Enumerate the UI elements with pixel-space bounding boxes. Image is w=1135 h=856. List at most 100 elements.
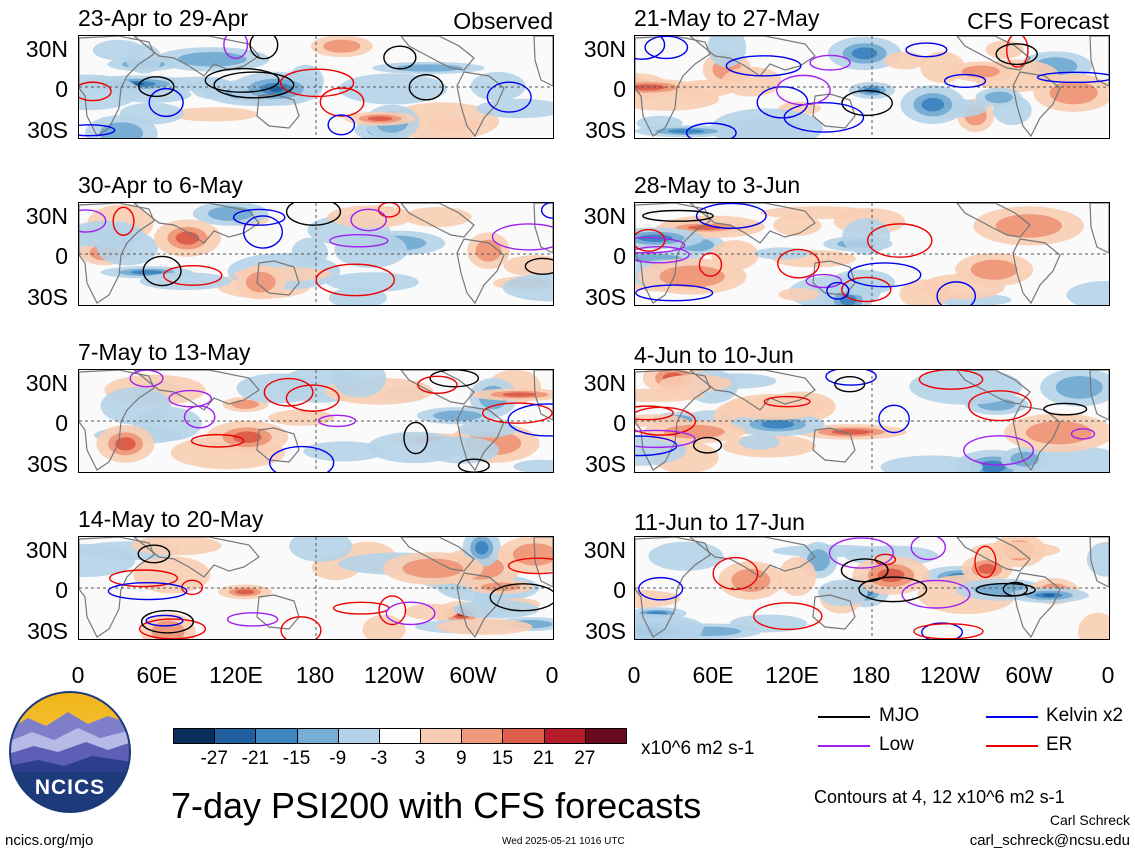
ncics-logo: NCICS bbox=[8, 690, 132, 814]
colorbar-swatch bbox=[296, 728, 339, 744]
panel-svg bbox=[635, 537, 1109, 639]
lat-label: 30S bbox=[27, 451, 68, 477]
colorbar-tick-label: 3 bbox=[414, 748, 426, 769]
lat-label: 30S bbox=[585, 284, 626, 310]
lat-label: 30N bbox=[583, 537, 626, 563]
colorbar-swatch bbox=[173, 728, 216, 744]
colorbar-tick-label: 27 bbox=[574, 748, 596, 769]
lon-label: 0 bbox=[71, 662, 85, 688]
lon-label: 60W bbox=[1005, 662, 1053, 688]
panel-title-left-0: 23-Apr to 29-Apr bbox=[78, 5, 249, 31]
colorbar-swatch bbox=[461, 728, 504, 744]
panel-corner-observed: Observed bbox=[453, 8, 553, 34]
lon-label: 120W bbox=[363, 662, 425, 688]
lat-label: 30N bbox=[583, 36, 626, 62]
footer-email: carl_schreck@ncsu.edu bbox=[969, 832, 1130, 849]
lon-label: 0 bbox=[627, 662, 641, 688]
legend-line-low bbox=[818, 745, 870, 747]
lat-label: 0 bbox=[55, 410, 68, 436]
panel-svg bbox=[79, 537, 553, 639]
lat-label: 0 bbox=[613, 76, 626, 102]
lat-label: 30N bbox=[583, 370, 626, 396]
lat-label: 0 bbox=[613, 410, 626, 436]
panel-title-right-2: 4-Jun to 10-Jun bbox=[634, 342, 794, 368]
map-panel-left-2 bbox=[78, 369, 554, 473]
map-panel-right-1 bbox=[634, 202, 1110, 306]
lat-label: 30N bbox=[25, 370, 68, 396]
lat-label: 30S bbox=[27, 618, 68, 644]
colorbar-swatch bbox=[420, 728, 463, 744]
map-panel-left-1 bbox=[78, 202, 554, 306]
lon-label: 60W bbox=[449, 662, 497, 688]
lat-label: 0 bbox=[613, 577, 626, 603]
panel-svg bbox=[79, 370, 553, 472]
colorbar-tick-label: 15 bbox=[491, 748, 514, 769]
lat-label: 0 bbox=[55, 76, 68, 102]
colorbar-swatch bbox=[337, 728, 380, 744]
lat-label: 30S bbox=[585, 451, 626, 477]
colorbar-tick-label: 21 bbox=[533, 748, 555, 769]
panel-svg bbox=[635, 36, 1109, 138]
lat-label: 0 bbox=[55, 577, 68, 603]
lat-label: 0 bbox=[613, 243, 626, 269]
footer-author: Carl Schreck bbox=[1049, 812, 1130, 828]
lat-label: 30S bbox=[27, 284, 68, 310]
legend-line-kelvin bbox=[986, 716, 1038, 718]
panel-svg bbox=[635, 203, 1109, 305]
colorbar-tick-label: -9 bbox=[329, 748, 347, 769]
colorbar-swatch bbox=[214, 728, 257, 744]
panel-svg bbox=[79, 203, 553, 305]
lon-label: 120W bbox=[919, 662, 981, 688]
main-title: 7-day PSI200 with CFS forecasts bbox=[171, 785, 702, 826]
lon-label: 120E bbox=[209, 662, 263, 688]
map-panel-right-2 bbox=[634, 369, 1110, 473]
colorbar bbox=[173, 728, 627, 744]
lon-label: 180 bbox=[851, 662, 891, 688]
panel-title-left-2: 7-May to 13-May bbox=[78, 339, 251, 365]
logo-text: NCICS bbox=[34, 776, 106, 799]
map-panel-left-3 bbox=[78, 536, 554, 640]
lon-label: 120E bbox=[765, 662, 819, 688]
lat-label: 30N bbox=[583, 203, 626, 229]
panel-title-right-1: 28-May to 3-Jun bbox=[634, 172, 801, 198]
colorbar-tick-label: 9 bbox=[455, 748, 467, 769]
lon-label: 60E bbox=[692, 662, 734, 688]
panel-title-right-3: 11-Jun to 17-Jun bbox=[634, 509, 805, 535]
map-panel-right-0 bbox=[634, 35, 1110, 139]
colorbar-unit: x10^6 m2 s-1 bbox=[641, 738, 755, 759]
colorbar-tick-label: -27 bbox=[200, 748, 228, 769]
map-panel-right-3 bbox=[634, 536, 1110, 640]
legend-label-mjo: MJO bbox=[879, 705, 920, 726]
lat-label: 30S bbox=[585, 117, 626, 143]
panel-title-left-3: 14-May to 20-May bbox=[78, 506, 264, 532]
legend-line-er bbox=[986, 745, 1038, 747]
legend-line-mjo bbox=[818, 716, 870, 718]
map-panel-left-0 bbox=[78, 35, 554, 139]
footer-timestamp: Wed 2025-05-21 1016 UTC bbox=[502, 836, 625, 847]
panel-title-left-1: 30-Apr to 6-May bbox=[78, 172, 243, 198]
legend-label-low: Low bbox=[879, 734, 914, 755]
panel-svg bbox=[635, 370, 1109, 472]
lat-label: 30S bbox=[27, 117, 68, 143]
panel-svg bbox=[79, 36, 553, 138]
colorbar-swatch bbox=[378, 728, 422, 744]
legend-label-er: ER bbox=[1046, 734, 1073, 755]
colorbar-swatch bbox=[255, 728, 298, 744]
lat-label: 0 bbox=[55, 243, 68, 269]
lon-label: 0 bbox=[1101, 662, 1115, 688]
lat-label: 30N bbox=[25, 537, 68, 563]
colorbar-swatch bbox=[502, 728, 545, 744]
panel-title-right-0: 21-May to 27-May bbox=[634, 5, 820, 31]
lat-label: 30N bbox=[25, 36, 68, 62]
colorbar-tick-label: -15 bbox=[282, 748, 311, 769]
footer-website: ncics.org/mjo bbox=[5, 832, 94, 849]
colorbar-swatch bbox=[543, 728, 586, 744]
lon-label: 60E bbox=[136, 662, 178, 688]
colorbar-swatch bbox=[584, 728, 627, 744]
panel-corner-cfs-forecast: CFS Forecast bbox=[967, 8, 1109, 34]
lon-label: 180 bbox=[295, 662, 335, 688]
colorbar-tick-label: -3 bbox=[370, 748, 388, 769]
colorbar-tick-label: -21 bbox=[241, 748, 270, 769]
lat-label: 30S bbox=[585, 618, 626, 644]
contours-note: Contours at 4, 12 x10^6 m2 s-1 bbox=[814, 787, 1065, 807]
